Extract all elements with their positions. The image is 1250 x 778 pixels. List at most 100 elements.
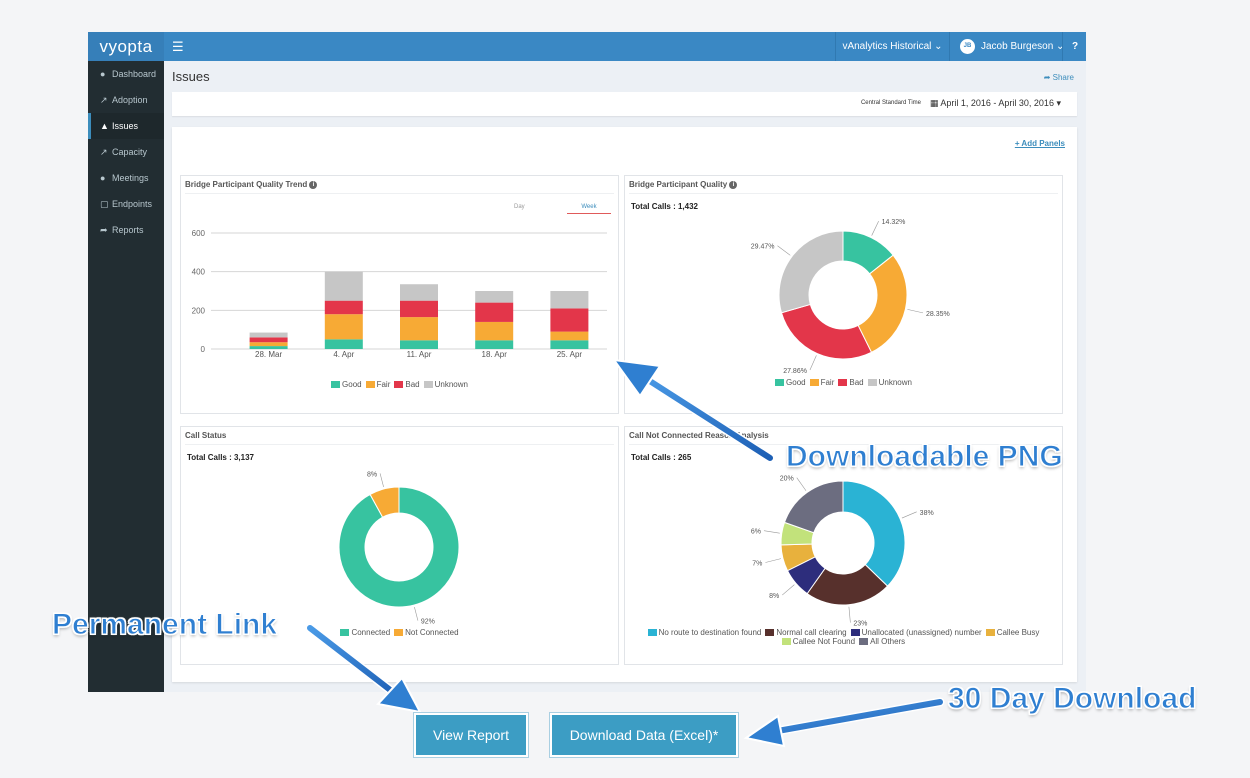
legend-label: Bad [405, 380, 420, 389]
slice-label: 23% [853, 621, 867, 628]
main-content: Issues ➦ Share Central Standard Time ▦ A… [164, 61, 1086, 692]
bar-unknown-25-apr[interactable] [550, 291, 589, 309]
legend-swatch [423, 381, 433, 389]
bar-bad-25-apr[interactable] [550, 308, 589, 332]
x-tick-label: 25. Apr [557, 350, 583, 359]
slice-not-connected[interactable] [369, 486, 400, 518]
legend-item-connected[interactable]: Connected [340, 628, 390, 637]
slice-label-leader [777, 245, 791, 256]
arrow-to-download [743, 697, 945, 748]
total-calls: Total Calls : 3,137 [187, 453, 254, 462]
info-icon: i [309, 180, 318, 189]
tab-day[interactable]: Day [514, 204, 525, 210]
legend-label: Callee Not Found [792, 637, 856, 646]
sidebar-item-adoption[interactable]: ↗ Adoption [88, 87, 164, 113]
legend-swatch [394, 381, 404, 389]
product-menu-label: vAnalytics Historical [842, 41, 932, 52]
sidebar-item-issues[interactable]: ▲ Issues [88, 113, 164, 139]
bar-unknown-28-mar[interactable] [249, 332, 288, 338]
legend-item-callee-not-found[interactable]: Callee Not Found [781, 637, 856, 646]
participant-quality-chart: 14.32% 28.35% 27.86% 29.47% [751, 219, 950, 375]
chart-legend: Good Fair Bad Unknown [181, 380, 618, 389]
slice-label: 27.86% [783, 368, 807, 375]
sidebar-item-reports[interactable]: ➦ Reports [88, 217, 164, 243]
view-report-button[interactable]: View Report [414, 713, 528, 757]
bar-fair-18-apr[interactable] [475, 321, 514, 341]
legend-item-normal-call-clearing[interactable]: Normal call clearing [765, 628, 847, 637]
bar-bad-28-mar[interactable] [249, 337, 288, 343]
legend-item-not-connected[interactable]: Not Connected [394, 628, 459, 637]
legend-item-callee-busy[interactable]: Callee Busy [985, 628, 1039, 637]
legend-item-good[interactable]: Good [331, 380, 362, 389]
slice-no-route-to-destination-found[interactable] [842, 480, 906, 587]
sidebar-item-label: Dashboard [112, 69, 157, 79]
legend-item-unknown[interactable]: Unknown [867, 378, 912, 387]
slice-bad[interactable] [780, 303, 873, 360]
bar-good-4-apr[interactable] [324, 339, 363, 349]
help-icon[interactable]: ? [1062, 32, 1086, 61]
slice-label-leader [763, 530, 780, 534]
sidebar-item-capacity[interactable]: ↗ Capacity [88, 139, 164, 165]
downloadable-png-label: Downloadable PNG [786, 440, 1064, 474]
date-range-picker[interactable]: ▦ April 1, 2016 - April 30, 2016 ▾ [930, 98, 1061, 109]
chart-line-icon: ↗ [100, 95, 108, 105]
bar-fair-11-apr[interactable] [400, 317, 438, 341]
slice-unknown[interactable] [778, 230, 844, 314]
slice-label: 6% [751, 529, 761, 536]
panel-title: Call Status [185, 431, 227, 440]
legend-item-fair[interactable]: Fair [365, 380, 390, 389]
sidebar-item-endpoints[interactable]: ▢ Endpoints [88, 191, 164, 217]
bar-good-11-apr[interactable] [400, 340, 438, 349]
logo[interactable]: vyopta [88, 32, 164, 61]
slice-label-leader [765, 558, 782, 563]
bar-bad-11-apr[interactable] [400, 300, 438, 318]
bar-bad-4-apr[interactable] [324, 300, 363, 315]
slice-label-leader [848, 606, 851, 623]
slice-all-others[interactable] [783, 480, 844, 534]
add-panels-link[interactable]: + Add Panels [1014, 139, 1065, 148]
legend-label: Not Connected [405, 628, 459, 637]
legend-item-good[interactable]: Good [775, 378, 806, 387]
legend-item-bad[interactable]: Bad [838, 378, 864, 387]
sidebar-item-meetings[interactable]: ● Meetings [88, 165, 164, 191]
quality-trend-chart: 0 200 400 600 28. Mar 4. Apr 11. Apr 18. Apr 25.… [192, 229, 607, 359]
warning-icon: ▲ [100, 121, 109, 131]
slice-label: 38% [920, 510, 934, 517]
legend-item-bad[interactable]: Bad [394, 380, 420, 389]
tab-week[interactable]: Week [567, 204, 611, 214]
legend-item-unknown[interactable]: Unknown [423, 380, 468, 389]
hamburger-menu-icon[interactable]: ☰ [172, 39, 184, 54]
slice-connected[interactable] [338, 486, 460, 608]
bar-good-28-mar[interactable] [249, 346, 288, 349]
sidebar-item-dashboard[interactable]: ● Dashboard [88, 61, 164, 87]
bar-good-18-apr[interactable] [475, 340, 514, 349]
slice-fair[interactable] [857, 254, 908, 354]
bar-fair-4-apr[interactable] [324, 314, 363, 340]
chart-legend: Good Fair Bad Unknown [625, 378, 1062, 387]
sidebar-item-label: Adoption [112, 95, 148, 105]
share-label: Share [1052, 73, 1074, 82]
bar-fair-25-apr[interactable] [550, 331, 589, 341]
bar-fair-28-mar[interactable] [249, 342, 288, 347]
legend-item-unallocated-unassigned-number[interactable]: Unallocated (unassigned) number [850, 628, 982, 637]
user-menu[interactable]: JB Jacob Burgeson ⌄ [949, 32, 1065, 61]
download-data-button[interactable]: Download Data (Excel)* [550, 713, 738, 757]
product-menu[interactable]: vAnalytics Historical ⌄ [835, 32, 949, 61]
quality-trend-panel: Bridge Participant Quality Trend i Day W… [180, 175, 619, 414]
bar-unknown-18-apr[interactable] [475, 291, 514, 303]
share-button[interactable]: ➦ Share [1044, 73, 1074, 82]
slice-label: 20% [780, 476, 794, 483]
legend-item-all-others[interactable]: All Others [859, 637, 905, 646]
bar-good-25-apr[interactable] [550, 340, 589, 349]
legend-swatch [340, 629, 350, 637]
bar-unknown-11-apr[interactable] [400, 284, 438, 301]
call-status-chart: 92% 8% [338, 471, 460, 626]
user-name: Jacob Burgeson ⌄ [981, 41, 1065, 52]
users-icon: ● [100, 173, 106, 183]
y-tick-label: 600 [192, 229, 206, 238]
legend-item-no-route-to-destination-found[interactable]: No route to destination found [647, 628, 761, 637]
bar-bad-18-apr[interactable] [475, 302, 514, 322]
sidebar-item-label: Capacity [112, 147, 148, 157]
bar-unknown-4-apr[interactable] [324, 271, 363, 301]
legend-item-fair[interactable]: Fair [809, 378, 834, 387]
